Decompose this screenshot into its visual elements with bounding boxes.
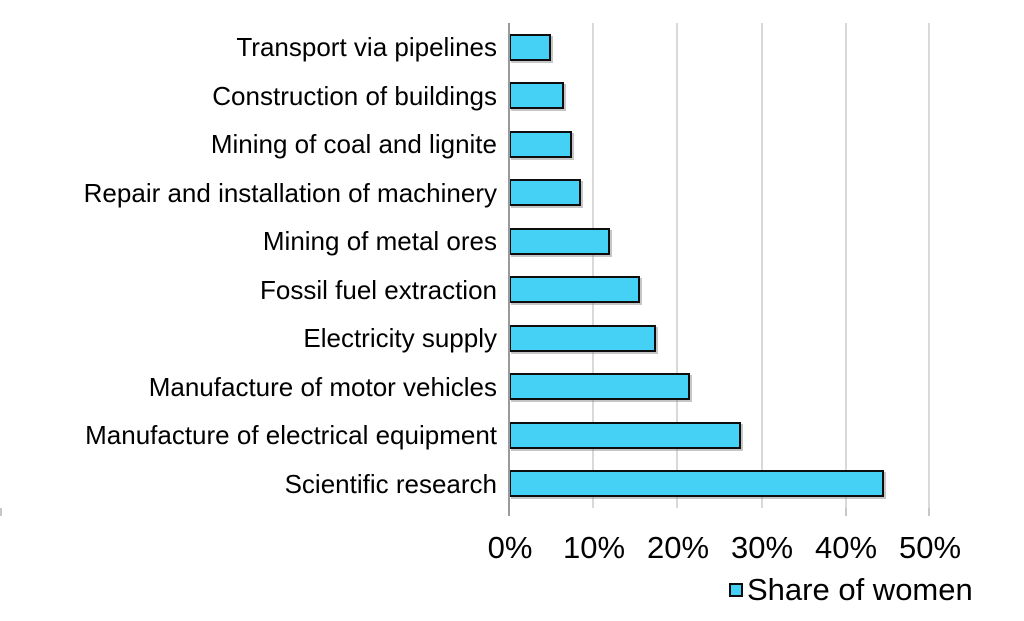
x-tick-label-40pct: 40% [814, 530, 878, 565]
x-tick-label-30pct: 30% [730, 530, 794, 565]
value-axis-line [508, 23, 510, 516]
bar-mining-of-coal-and-lignite [509, 130, 573, 158]
bar-scientific-research [509, 470, 884, 498]
tick-mark-20pct [928, 508, 930, 516]
category-label-transport-via-pipelines: Transport via pipelines [236, 32, 497, 63]
category-label-scientific-research: Scientific research [284, 468, 497, 499]
category-label-repair-and-installation-of-machinery: Repair and installation of machinery [83, 177, 497, 208]
category-label-electricity-supply: Electricity supply [303, 323, 497, 354]
tick-mark-10pct [845, 508, 847, 516]
x-tick-label-10pct: 10% [562, 530, 626, 565]
gridline-30pct [760, 23, 763, 508]
legend-swatch-icon [729, 582, 743, 597]
category-label-mining-of-coal-and-lignite: Mining of coal and lignite [210, 129, 497, 160]
tick-mark-50pct [0, 508, 2, 516]
bar-electricity-supply [509, 324, 657, 352]
gridline-20pct [676, 23, 679, 508]
category-label-fossil-fuel-extraction: Fossil fuel extraction [260, 274, 497, 305]
x-tick-label-50pct: 50% [898, 530, 962, 565]
bar-manufacture-of-motor-vehicles [509, 373, 691, 401]
category-label-construction-of-buildings: Construction of buildings [212, 80, 497, 111]
bar-transport-via-pipelines [509, 33, 552, 61]
category-label-mining-of-metal-ores: Mining of metal ores [262, 226, 497, 257]
bar-mining-of-metal-ores [509, 227, 611, 255]
category-label-manufacture-of-motor-vehicles: Manufacture of motor vehicles [148, 371, 497, 402]
gridline-40pct [844, 23, 847, 508]
bar-manufacture-of-electrical-equipment [509, 421, 741, 449]
bar-construction-of-buildings [509, 82, 564, 110]
bar-series-share-of-women [509, 23, 930, 508]
gridline-10pct [592, 23, 595, 508]
category-label-manufacture-of-electrical-equipment: Manufacture of electrical equipment [85, 420, 497, 451]
legend: Share of women [729, 574, 973, 605]
x-tick-label-20pct: 20% [646, 530, 710, 565]
x-tick-label-0pct: 0% [487, 530, 533, 565]
category-axis: Transport via pipelines Construction of … [0, 23, 497, 508]
gridline-50pct [928, 23, 930, 508]
legend-label: Share of women [747, 572, 973, 607]
bar-repair-and-installation-of-machinery [509, 179, 581, 207]
plot-area [509, 23, 930, 508]
bar-fossil-fuel-extraction [509, 276, 640, 304]
